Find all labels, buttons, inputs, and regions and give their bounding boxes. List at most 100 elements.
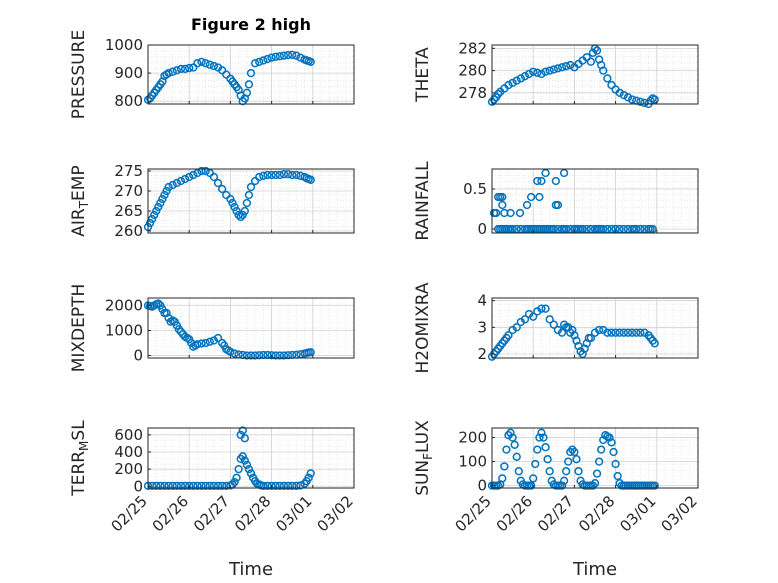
- y-axis-label: SUNFLUX: [413, 420, 435, 496]
- data-point: [271, 52, 280, 61]
- data-point: [185, 172, 194, 182]
- data-point: [236, 212, 245, 222]
- x-tick-label: 02/26: [493, 492, 536, 535]
- data-point: [242, 88, 252, 97]
- data-point: [242, 351, 252, 360]
- data-point: [613, 471, 622, 481]
- data-point: [197, 57, 206, 67]
- data-point: [539, 224, 548, 234]
- data-point: [504, 331, 513, 340]
- x-tick-label: 03/01: [272, 492, 315, 535]
- data-point: [515, 208, 525, 218]
- data-point: [209, 481, 219, 491]
- y-tick-label: 200: [114, 460, 143, 478]
- y-axis-label-text: PRESSURE: [69, 30, 89, 119]
- x-tick-label: 02/26: [149, 492, 192, 535]
- data-point: [164, 68, 173, 78]
- y-tick-label: 270: [114, 182, 143, 200]
- y-tick-label: 282: [458, 39, 487, 57]
- data-point: [232, 206, 241, 216]
- data-point: [541, 168, 550, 178]
- data-point: [156, 198, 165, 208]
- y-tick-label: 1000: [105, 36, 143, 54]
- data-point: [209, 61, 219, 71]
- data-point: [168, 67, 177, 76]
- data-point: [306, 348, 315, 357]
- data-point: [568, 445, 577, 454]
- y-axis-label: TERRMSL: [69, 420, 91, 497]
- data-point: [193, 168, 202, 178]
- data-point: [145, 218, 155, 228]
- data-point: [283, 351, 293, 360]
- x-tick-label: 03/01: [616, 492, 659, 535]
- data-point: [504, 431, 513, 440]
- axes-box: [147, 297, 355, 359]
- subplot-6: 4 3 2 H2OMIXRA: [413, 282, 699, 374]
- axes-box: [491, 297, 699, 359]
- data-point: [512, 224, 521, 234]
- data-point: [180, 64, 190, 74]
- data-point: [244, 464, 254, 474]
- data-point: [160, 481, 169, 491]
- data-point: [292, 51, 301, 60]
- data-point: [537, 69, 546, 79]
- y-tick-label: 400: [114, 443, 143, 461]
- data-point: [288, 170, 297, 180]
- data-point: [267, 170, 276, 180]
- data-point: [514, 467, 523, 476]
- x-tick-label: 02/25: [108, 492, 151, 535]
- data-point: [255, 57, 264, 67]
- data-point: [615, 224, 624, 234]
- data-point: [230, 349, 239, 358]
- y-tick-label: 265: [114, 202, 143, 220]
- data-point: [193, 340, 202, 349]
- data-point: [508, 78, 517, 87]
- data-point: [218, 66, 227, 75]
- data-point: [566, 447, 575, 457]
- data-point: [213, 178, 223, 188]
- y-axis-label-text: TERR: [69, 451, 89, 497]
- data-point: [283, 50, 293, 60]
- data-point: [263, 481, 272, 491]
- data-point: [279, 51, 289, 60]
- y-tick-label: 0.5: [463, 180, 487, 198]
- data-point: [603, 328, 612, 337]
- data-point: [176, 64, 186, 74]
- data-point: [529, 312, 538, 321]
- data-point: [244, 190, 254, 200]
- data-point: [535, 433, 544, 442]
- subplot-5: 2000 1000 0 MIXDEPTH: [69, 284, 355, 373]
- data-point: [537, 428, 546, 437]
- data-point: [650, 481, 659, 490]
- data-point: [557, 328, 567, 337]
- data-point: [288, 481, 297, 491]
- data-point: [172, 66, 181, 75]
- data-point: [275, 52, 284, 61]
- data-point: [568, 325, 577, 335]
- data-point: [246, 182, 256, 192]
- data-point: [502, 445, 511, 454]
- data-point: [275, 170, 284, 180]
- data-point: [506, 208, 515, 218]
- data-point: [570, 447, 579, 457]
- data-point: [306, 469, 315, 478]
- y-tick-label: 200: [458, 429, 487, 447]
- y-axis-label: RAINFALL: [413, 161, 433, 241]
- data-point: [615, 328, 624, 337]
- data-point: [498, 192, 507, 202]
- data-point: [222, 70, 231, 79]
- data-point: [582, 53, 591, 62]
- data-point: [627, 328, 637, 337]
- data-point: [154, 202, 163, 212]
- data-point: [246, 351, 256, 360]
- data-point: [512, 76, 521, 85]
- data-point: [498, 474, 507, 483]
- data-point: [213, 481, 223, 491]
- data-point: [306, 175, 315, 184]
- data-point: [240, 434, 249, 443]
- x-tick-label: 02/27: [534, 492, 577, 535]
- data-point: [255, 172, 264, 182]
- data-point: [168, 180, 177, 190]
- y-axis-label-text: MIXDEPTH: [69, 284, 89, 373]
- data-point: [491, 208, 501, 218]
